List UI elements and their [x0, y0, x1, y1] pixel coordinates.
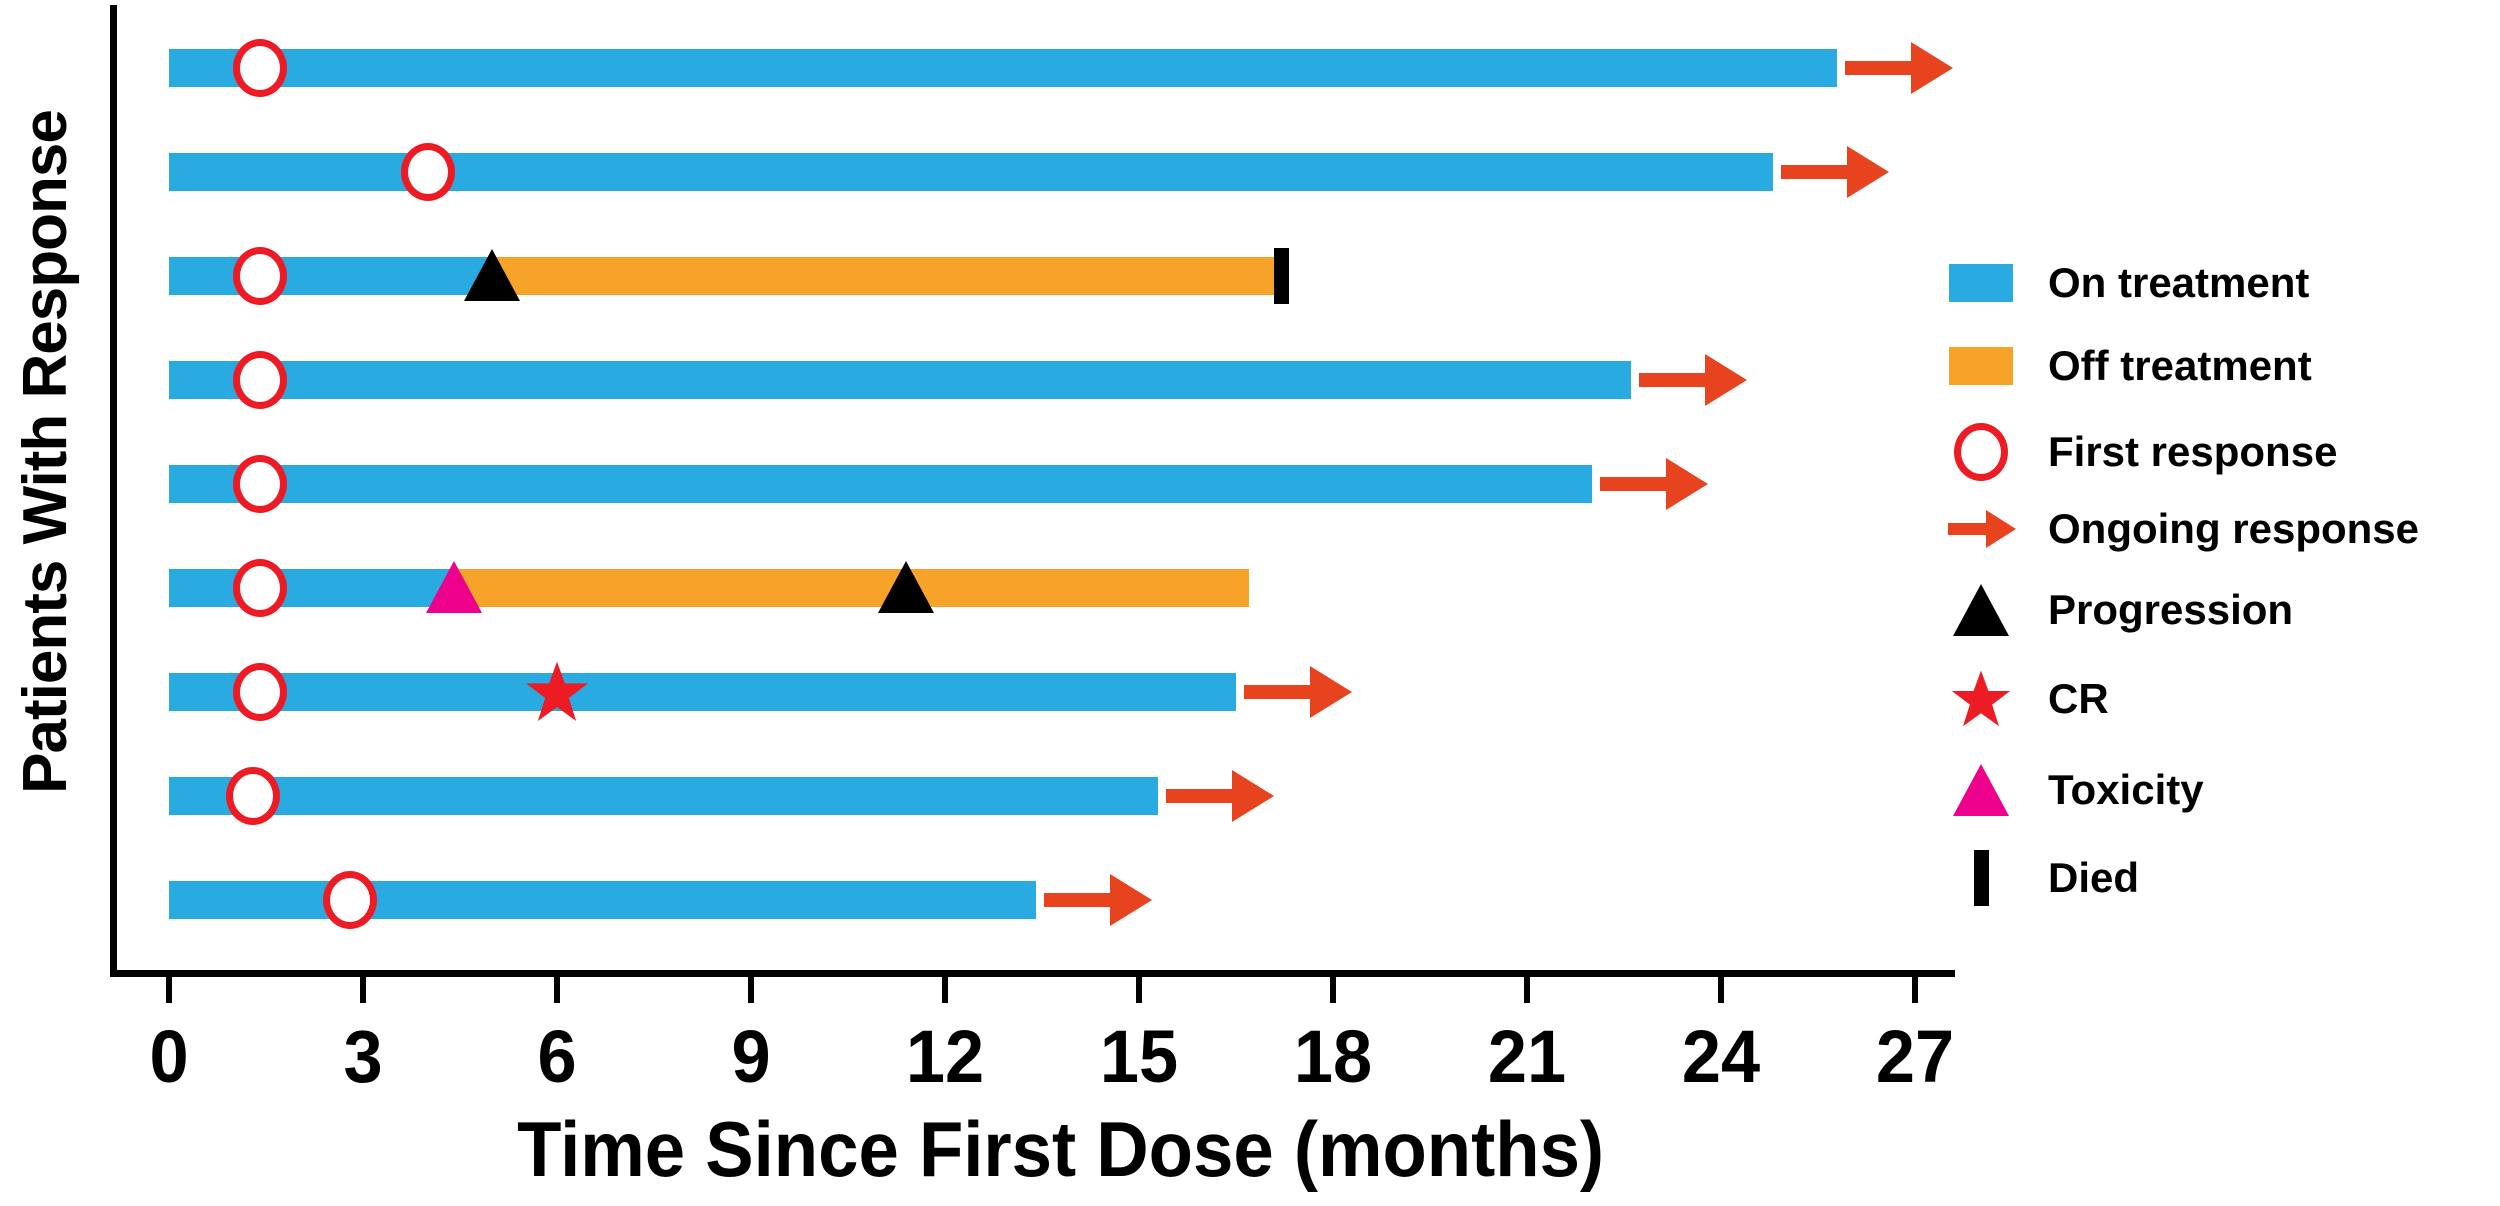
on-treatment-bar: [169, 881, 1036, 919]
ongoing-response-arrow-shaft: [1166, 789, 1233, 803]
first-response-marker: [232, 247, 287, 305]
first-response-marker: [232, 455, 287, 513]
on-treatment-swatch: [1949, 264, 2013, 302]
ongoing-response-arrow-head: [1109, 874, 1152, 926]
progression-marker: [878, 561, 935, 613]
x-axis-line: [110, 970, 1955, 977]
x-tick-label: 27: [1875, 1015, 1955, 1098]
on-treatment-bar: [169, 465, 1592, 503]
legend-label-died: Died: [2048, 854, 2140, 901]
x-tick-mark: [360, 977, 366, 1003]
x-tick-mark: [1912, 977, 1919, 1003]
ongoing-response-arrow-head: [1911, 42, 1954, 94]
on-treatment-bar: [169, 257, 493, 295]
off-treatment-swatch: [1949, 347, 2013, 385]
x-tick-mark: [1524, 977, 1531, 1003]
x-tick-mark: [942, 977, 949, 1003]
ongoing-response-arrow-head: [1704, 354, 1747, 406]
y-axis-title: Patients With Response: [11, 110, 80, 794]
on-treatment-bar: [169, 777, 1159, 815]
x-tick-label: 9: [731, 1015, 771, 1098]
ongoing-response-arrow-shaft: [1599, 477, 1666, 491]
x-tick-mark: [748, 977, 755, 1003]
progression-legend-icon: [1953, 584, 2009, 636]
first-response-marker: [232, 663, 287, 721]
first-response-marker: [400, 143, 455, 201]
first-response-marker: [232, 39, 287, 97]
on-treatment-bar: [169, 673, 1237, 711]
died-marker: [1274, 248, 1290, 304]
x-tick-label: 21: [1487, 1015, 1567, 1098]
ongoing-response-arrow-shaft: [1244, 685, 1311, 699]
x-tick-label: 18: [1293, 1015, 1373, 1098]
x-tick-mark: [1330, 977, 1337, 1003]
off-treatment-bar: [453, 569, 1249, 607]
x-tick-label: 3: [343, 1015, 383, 1098]
legend-label-ongoing: Ongoing response: [2048, 505, 2420, 552]
x-tick-mark: [166, 977, 172, 1003]
on-treatment-bar: [169, 569, 454, 607]
toxicity-marker: [425, 561, 482, 613]
first-response-marker: [226, 767, 281, 825]
legend-label-cr: CR: [2048, 675, 2109, 722]
progression-marker: [464, 249, 521, 301]
on-treatment-bar: [169, 49, 1838, 87]
ongoing-response-arrow-head: [1310, 666, 1353, 718]
x-tick-label: 24: [1681, 1015, 1761, 1098]
y-axis-line: [110, 5, 117, 977]
cr-marker: [525, 661, 589, 722]
ongoing-response-arrow-head: [1846, 146, 1889, 198]
cr-legend-icon: [1951, 670, 2011, 727]
ongoing-response-legend-icon-shaft: [1948, 523, 1986, 535]
ongoing-response-arrow-head: [1665, 458, 1708, 510]
legend-label-on: On treatment: [2048, 259, 2310, 306]
x-tick-label: 12: [905, 1015, 985, 1098]
ongoing-response-arrow-shaft: [1043, 893, 1110, 907]
legend-label-progression: Progression: [2048, 586, 2294, 633]
x-tick-mark: [554, 977, 561, 1003]
x-tick-label: 0: [149, 1015, 189, 1098]
x-tick-label: 15: [1099, 1015, 1179, 1098]
legend-label-first_response: First response: [2048, 428, 2338, 475]
x-tick-mark: [1718, 977, 1725, 1003]
ongoing-response-arrow-shaft: [1780, 165, 1847, 179]
x-axis-title: Time Since First Dose (months): [517, 1105, 1605, 1193]
ongoing-response-arrow-shaft: [1638, 373, 1705, 387]
on-treatment-bar: [169, 361, 1631, 399]
x-tick-mark: [1136, 977, 1143, 1003]
toxicity-legend-icon: [1953, 764, 2009, 816]
first-response-marker: [232, 351, 287, 409]
legend-label-off: Off treatment: [2048, 342, 2312, 389]
died-legend-icon: [1974, 850, 1989, 906]
off-treatment-bar: [492, 257, 1275, 295]
first-response-legend-icon: [1954, 423, 2008, 481]
x-tick-label: 6: [537, 1015, 577, 1098]
first-response-marker: [232, 559, 287, 617]
ongoing-response-arrow-shaft: [1845, 61, 1912, 75]
legend-label-toxicity: Toxicity: [2048, 766, 2204, 813]
ongoing-response-legend-icon-head: [1986, 510, 2016, 548]
first-response-marker: [323, 871, 378, 929]
ongoing-response-arrow-head: [1232, 770, 1275, 822]
